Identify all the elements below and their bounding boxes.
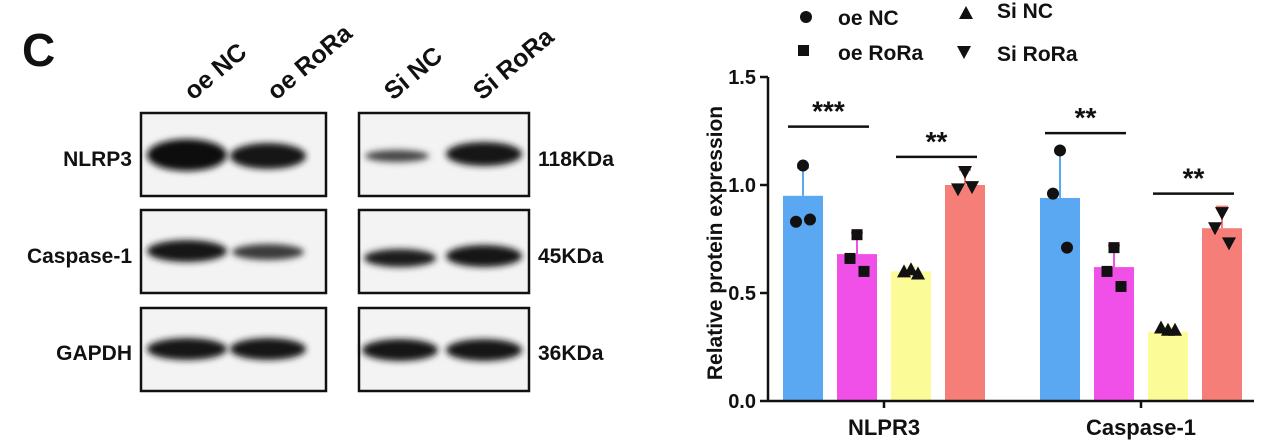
protein-label-gapdh: GAPDH [56,342,132,365]
y-tick-label: 0.5 [728,283,756,305]
bar-oe-nc-caspase-1 [1040,197,1080,401]
x-tick-label: Caspase-1 [1086,415,1196,440]
legend-marker-square [798,45,809,56]
band-caspase1-oe-nc [147,240,227,262]
data-point-oe-nc [1047,187,1059,200]
data-point-oe-rora [851,229,863,241]
data-point-si-nc [1154,320,1168,334]
y-tick-label: 1.0 [728,175,756,197]
band-gapdh-oe-nc [147,338,227,360]
data-point-oe-rora [1115,281,1127,293]
significance-label: ** [926,126,948,157]
bars [783,144,1242,401]
bar-si-rora-nlpr3 [945,185,985,401]
data-point-si-nc [911,266,925,280]
y-tick-label: 1.5 [728,67,756,89]
legend-marker-circle [800,11,812,23]
bar-chart: Relative protein expression 0.0 0.5 1.0 1.5… [704,67,1254,440]
x-tick-label: NLPR3 [848,415,920,440]
data-point-oe-nc [1054,144,1066,157]
blot-group-si [357,111,531,393]
band-nlrp3-oe-nc [147,139,227,171]
significance-label: ** [1075,102,1097,133]
data-point-si-rora [965,181,979,195]
protein-label-nlrp3: NLRP3 [63,148,132,171]
significance-label: ** [1183,163,1205,194]
kda-label-caspase-1: 45KDa [538,245,604,268]
band-nlrp3-si-rora [446,142,522,166]
kda-label-gapdh: 36KDa [538,342,604,365]
x-axis: NLPR3 Caspase-1 [768,399,1254,440]
data-point-oe-nc [1061,241,1073,254]
band-nlrp3-si-nc [365,150,429,162]
data-point-oe-nc [790,215,802,228]
bar-si-nc-caspase-1 [1148,331,1188,401]
y-tick-label: 0.0 [728,391,756,413]
lane-label-si-nc: Si NC [379,41,448,105]
legend: oe NC Si NC oe RoRa Si RoRa [798,0,1078,66]
data-point-oe-rora [844,252,856,264]
band-caspase1-si-rora [446,245,522,267]
significance-annotations: ********* [788,96,1234,195]
panel-letter: C [22,24,55,76]
band-caspase1-oe-rora [232,244,304,260]
band-nlrp3-oe-rora [230,143,306,169]
data-point-si-rora [958,166,972,180]
data-point-oe-rora [1101,265,1113,277]
lane-label-oe-rora: oe RoRa [262,18,359,105]
bar-si-nc-nlpr3 [891,271,931,401]
legend-label-oe-rora: oe RoRa [838,42,924,65]
y-axis: 0.0 0.5 1.0 1.5 [728,67,770,413]
legend-label-oe-nc: oe NC [838,7,899,30]
band-gapdh-si-nc [362,339,438,361]
lane-label-si-rora: Si RoRa [468,22,560,106]
lane-label-oe-nc: oe NC [179,38,252,106]
data-point-oe-rora [858,265,870,277]
protein-label-caspase-1: Caspase-1 [27,245,132,268]
significance-label: *** [812,96,845,127]
band-gapdh-oe-rora [230,338,306,360]
data-point-oe-rora [1108,242,1120,254]
bar-si-rora-caspase-1 [1202,228,1242,401]
data-point-si-rora [1222,237,1236,251]
bar-oe-nc-nlpr3 [783,195,823,401]
data-point-oe-nc [797,159,809,172]
band-caspase1-si-nc [364,249,436,267]
data-point-si-rora [1215,207,1229,221]
bar-oe-rora-caspase-1 [1094,267,1134,401]
data-point-si-rora [1208,222,1222,236]
legend-marker-triangle-up [959,6,973,19]
legend-label-si-nc: Si NC [997,0,1053,23]
data-point-oe-nc [804,213,816,226]
data-point-si-nc [1168,322,1182,336]
kda-label-nlrp3: 118KDa [538,148,614,171]
band-gapdh-si-rora [446,339,522,361]
data-point-si-nc [897,264,911,278]
y-axis-label: Relative protein expression [704,106,727,380]
legend-marker-triangle-down [957,46,971,59]
bar-oe-rora-nlpr3 [837,254,877,401]
legend-label-si-rora: Si RoRa [997,43,1078,66]
blot-group-oe [139,111,328,393]
data-point-si-rora [951,183,965,197]
